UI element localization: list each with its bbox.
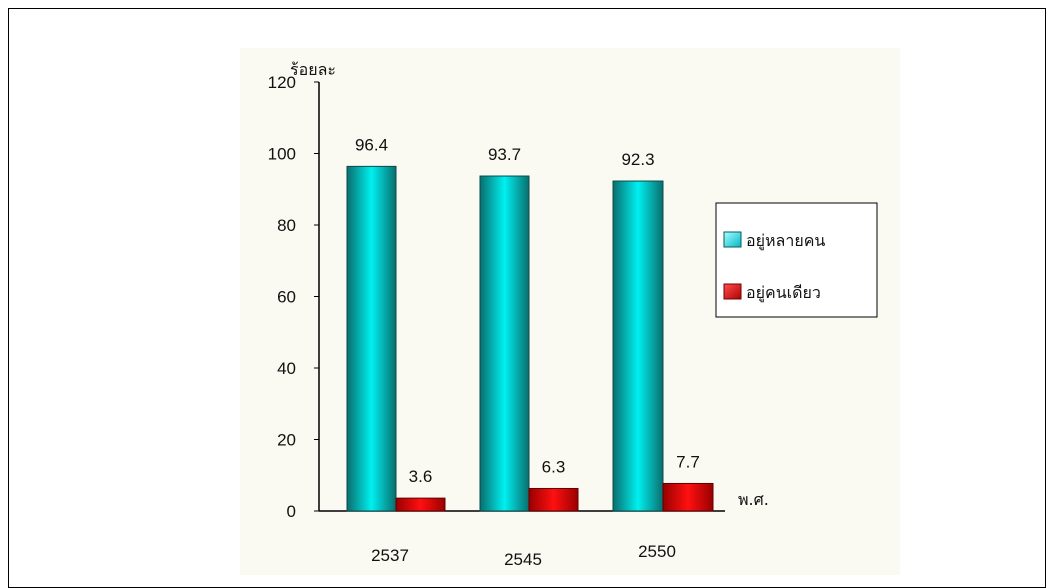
bar-multi [346, 165, 397, 512]
y-axis-label: ร้อยละ [290, 60, 336, 79]
y-tick-label: 100 [268, 145, 296, 164]
data-label: 3.6 [409, 467, 433, 486]
bar-single [662, 482, 714, 512]
data-label: 96.4 [355, 135, 388, 154]
x-tick-label: 2537 [371, 546, 409, 565]
x-tick-labels: 2537 2545 2550 [371, 542, 676, 569]
data-label: 6.3 [542, 457, 566, 476]
legend-swatch-multi [723, 231, 742, 248]
legend-label-single: อยู่คนเดียว [746, 283, 821, 303]
bars [346, 165, 714, 512]
y-tick-label: 120 [268, 73, 296, 92]
bar-multi [479, 175, 530, 512]
x-tick-label: 2550 [638, 542, 676, 561]
bar-multi [612, 180, 664, 512]
bar-chart: 0 20 40 60 80 100 120 96.4 3.6 93.7 6.3 92.3 7.7 25… [268, 60, 878, 569]
legend-swatch-single [723, 283, 742, 300]
y-tick-label: 60 [277, 288, 296, 307]
data-label: 7.7 [676, 452, 700, 471]
bar-single [395, 497, 446, 512]
y-tick-label: 0 [287, 502, 296, 521]
x-tick-label: 2545 [504, 550, 542, 569]
bar-single [528, 487, 579, 512]
data-labels: 96.4 3.6 93.7 6.3 92.3 7.7 [355, 135, 700, 486]
y-tick-labels: 0 20 40 60 80 100 120 [268, 73, 319, 521]
data-label: 92.3 [621, 150, 654, 169]
data-label: 93.7 [488, 145, 521, 164]
legend-box [715, 202, 878, 318]
legend-label-multi: อยู่หลายคน [746, 231, 825, 251]
y-tick-label: 80 [277, 216, 296, 235]
y-tick-label: 20 [277, 431, 296, 450]
y-tick-label: 40 [277, 359, 296, 378]
legend: อยู่หลายคน อยู่คนเดียว [715, 202, 878, 318]
x-axis-label: พ.ศ. [738, 490, 769, 509]
